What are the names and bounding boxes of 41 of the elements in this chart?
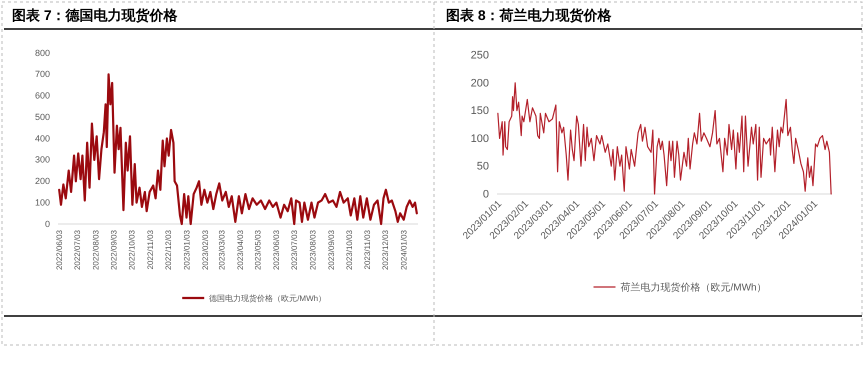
y-tick-label: 100 <box>470 132 489 145</box>
y-tick-label: 800 <box>34 48 50 58</box>
x-tick-label: 2023/05/03 <box>254 229 263 270</box>
x-tick-label: 2022/10/03 <box>128 229 137 270</box>
y-tick-label: 100 <box>34 197 50 208</box>
x-tick-label: 2023/08/03 <box>308 229 318 270</box>
x-tick-label: 2023/06/03 <box>272 229 282 270</box>
y-tick-label: 700 <box>34 69 50 80</box>
y-tick-label: 600 <box>34 90 50 101</box>
y-tick-label: 200 <box>470 77 489 90</box>
x-tick-label: 2022/07/03 <box>72 229 82 270</box>
y-tick-label: 200 <box>34 176 50 186</box>
x-tick-label: 2023/09/03 <box>326 229 336 270</box>
x-tick-label: 2023/11/03 <box>363 229 372 270</box>
y-tick-label: 500 <box>34 112 50 122</box>
x-tick-label: 2022/11/03 <box>146 229 156 270</box>
y-tick-label: 250 <box>470 50 489 62</box>
x-tick-label: 2023/03/03 <box>217 229 226 270</box>
x-tick-label: 2024/01/03 <box>400 229 409 270</box>
chart-title: 图表 8：荷兰电力现货价格 <box>446 7 613 23</box>
x-tick-label: 2022/09/03 <box>110 229 119 270</box>
y-tick-label: 50 <box>476 160 489 173</box>
x-tick-label: 2023/07/03 <box>290 229 300 270</box>
x-tick-label: 2022/08/03 <box>91 229 100 270</box>
x-tick-label: 2022/12/03 <box>164 229 173 270</box>
y-tick-label: 0 <box>482 188 489 200</box>
line-series <box>58 73 418 226</box>
x-tick-label: 2023/02/03 <box>200 229 210 270</box>
legend-label: 德国电力现货价格（欧元/MWh） <box>209 294 326 303</box>
x-tick-label: 2023/01/03 <box>182 229 192 270</box>
x-tick-label: 2023/04/03 <box>236 229 245 270</box>
x-tick-label: 2022/06/03 <box>54 229 64 270</box>
y-tick-label: 150 <box>470 105 489 118</box>
x-tick-label: 2023/12/03 <box>381 229 390 270</box>
legend-label: 荷兰电力现货价格（欧元/MWh） <box>620 282 767 294</box>
chart-title: 图表 7：德国电力现货价格 <box>12 7 179 23</box>
x-tick-label: 2023/10/03 <box>344 229 354 270</box>
line-series <box>497 82 832 195</box>
y-tick-label: 400 <box>34 133 50 144</box>
y-tick-label: 300 <box>34 154 50 165</box>
y-tick-label: 0 <box>44 218 50 229</box>
